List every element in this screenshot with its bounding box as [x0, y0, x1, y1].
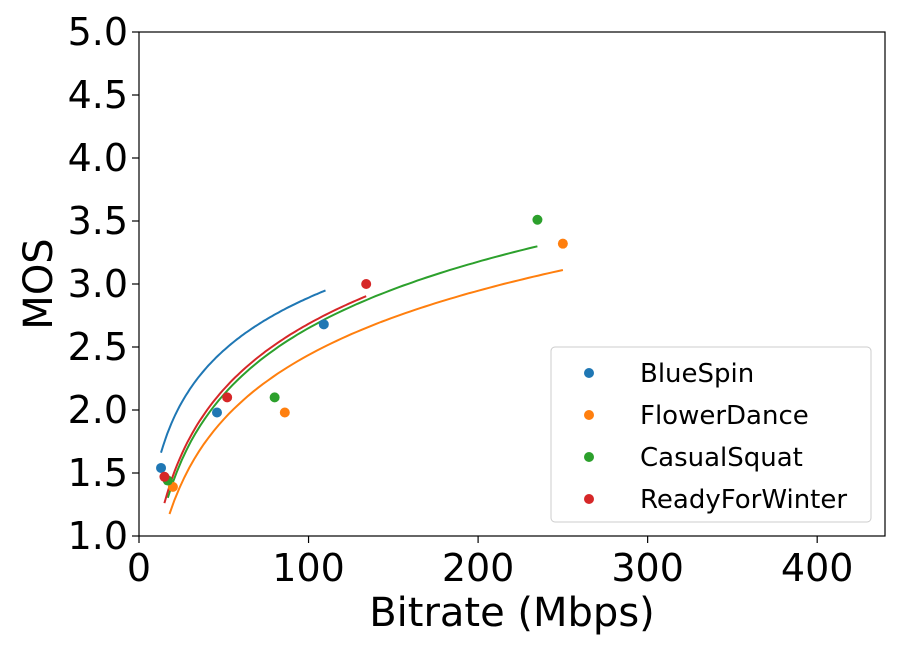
y-tick-label: 5.0	[68, 10, 128, 54]
fit-curve-casualsquat	[166, 245, 538, 499]
legend-label-bluespin: BlueSpin	[640, 359, 754, 389]
data-point-casualsquat	[532, 214, 543, 225]
data-point-readyforwinter	[361, 279, 372, 289]
legend: BlueSpin FlowerDance CasualSquat ReadyForWi…	[550, 346, 872, 523]
data-point-bluespin	[318, 319, 329, 330]
y-axis-label: MOS	[16, 238, 62, 329]
data-point-bluespin	[211, 407, 222, 418]
x-tick-label: 0	[127, 546, 151, 590]
legend-marker-readyforwinter	[584, 494, 594, 504]
fit-curve-flowerdance	[168, 269, 564, 515]
legend-label-casualsquat: CasualSquat	[640, 443, 803, 473]
fit-curve-bluespin	[160, 289, 326, 453]
y-tick-label: 2.0	[68, 388, 128, 432]
legend-box	[550, 346, 872, 523]
legend-marker-bluespin	[584, 368, 594, 378]
y-tick-label: 3.5	[68, 199, 128, 243]
x-tick-label: 300	[611, 546, 684, 590]
y-axis-ticks: 1.0 1.5 2.0 2.5 3.0 3.5 4.0 4.5 5.0	[68, 10, 139, 558]
fit-curve-readyforwinter	[163, 295, 367, 504]
x-tick-label: 100	[272, 546, 345, 590]
legend-marker-flowerdance	[584, 410, 594, 420]
data-point-bluespin	[156, 462, 167, 473]
y-tick-label: 2.5	[68, 325, 128, 369]
y-tick-label: 1.0	[68, 514, 128, 558]
x-axis-ticks: 0 100 200 300 400	[127, 536, 854, 590]
y-tick-label: 4.5	[68, 73, 128, 117]
y-tick-label: 3.0	[68, 262, 128, 306]
data-point-readyforwinter	[159, 471, 170, 482]
legend-marker-casualsquat	[584, 452, 594, 462]
data-point-flowerdance	[557, 238, 568, 249]
data-point-readyforwinter	[222, 392, 233, 403]
data-point-flowerdance	[279, 407, 290, 418]
legend-label-flowerdance: FlowerDance	[640, 401, 809, 431]
x-tick-label: 200	[442, 546, 515, 590]
y-tick-label: 4.0	[68, 136, 128, 180]
data-points	[156, 214, 568, 492]
data-point-casualsquat	[269, 392, 280, 403]
x-tick-label: 400	[781, 546, 854, 590]
y-tick-label: 1.5	[68, 451, 128, 495]
fit-curves	[160, 245, 564, 515]
x-axis-label: Bitrate (Mbps)	[369, 590, 655, 636]
legend-label-readyforwinter: ReadyForWinter	[640, 485, 847, 515]
